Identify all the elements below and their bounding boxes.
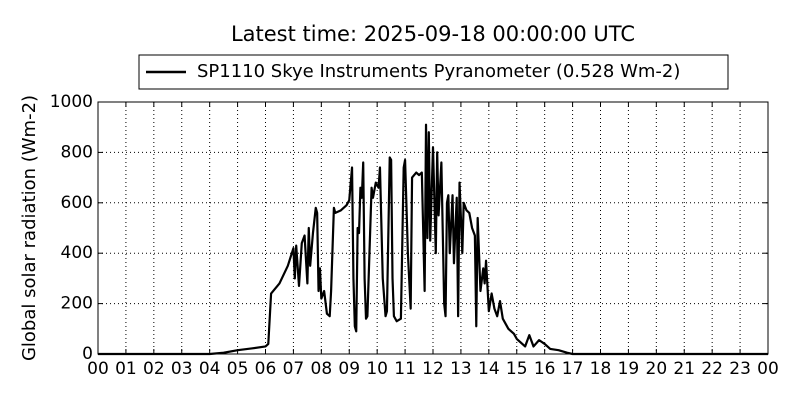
x-tick-label: 22 bbox=[701, 359, 723, 379]
y-tick-label: 400 bbox=[61, 243, 93, 263]
x-tick-label: 23 bbox=[729, 359, 751, 379]
x-tick-label: 07 bbox=[283, 359, 305, 379]
x-tick-label: 08 bbox=[311, 359, 333, 379]
x-tick-label: 02 bbox=[143, 359, 165, 379]
x-tick-label: 13 bbox=[450, 359, 472, 379]
chart-title: Latest time: 2025-09-18 00:00:00 UTC bbox=[231, 22, 635, 46]
x-tick-label: 21 bbox=[673, 359, 695, 379]
x-tick-label: 12 bbox=[422, 359, 444, 379]
x-tick-label: 18 bbox=[590, 359, 612, 379]
x-tick-label: 20 bbox=[646, 359, 668, 379]
x-tick-label: 06 bbox=[255, 359, 277, 379]
x-tick-label: 00 bbox=[757, 359, 779, 379]
x-tick-label: 03 bbox=[171, 359, 193, 379]
x-tick-label: 17 bbox=[562, 359, 584, 379]
y-axis-label: Global solar radiation (Wm-2) bbox=[19, 95, 40, 361]
y-tick-label: 200 bbox=[61, 294, 93, 314]
y-tick-label: 0 bbox=[82, 344, 93, 364]
x-tick-label: 00 bbox=[87, 359, 109, 379]
x-tick-label: 14 bbox=[478, 359, 500, 379]
x-tick-label: 09 bbox=[338, 359, 360, 379]
x-tick-label: 11 bbox=[394, 359, 416, 379]
y-tick-label: 600 bbox=[61, 193, 93, 213]
x-tick-label: 15 bbox=[506, 359, 528, 379]
data-line bbox=[98, 123, 768, 356]
x-tick-label: 04 bbox=[199, 359, 221, 379]
x-tick-label: 01 bbox=[115, 359, 137, 379]
y-tick-label: 800 bbox=[61, 142, 93, 162]
x-tick-label: 05 bbox=[227, 359, 249, 379]
y-tick-label: 1000 bbox=[50, 92, 93, 112]
x-tick-label: 16 bbox=[534, 359, 556, 379]
plot-frame bbox=[97, 101, 769, 355]
x-tick-label: 10 bbox=[366, 359, 388, 379]
x-tick-label: 19 bbox=[618, 359, 640, 379]
legend-label: SP1110 Skye Instruments Pyranometer (0.5… bbox=[197, 61, 680, 82]
legend-box bbox=[138, 54, 729, 90]
